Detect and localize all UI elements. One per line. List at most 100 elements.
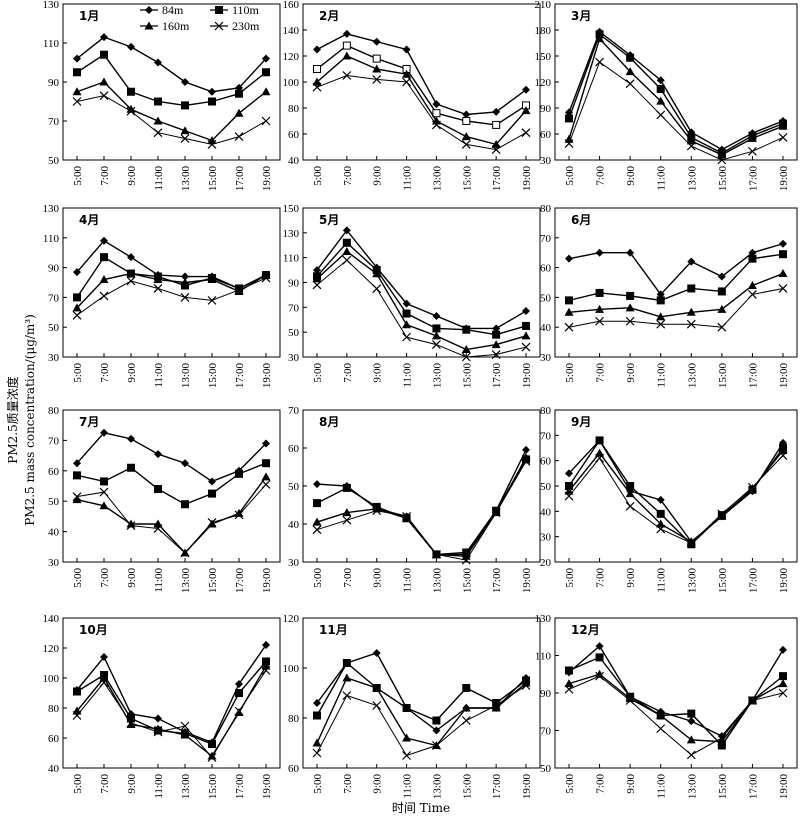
data-point <box>100 236 108 245</box>
y-tick-label: 30 <box>540 155 552 167</box>
data-point <box>564 684 574 694</box>
plot-frame <box>554 3 798 161</box>
x-tick-label: 7:00 <box>595 363 607 383</box>
series-230m <box>312 71 531 155</box>
x-tick-label: 17:00 <box>234 774 246 800</box>
data-point <box>99 275 109 284</box>
data-point <box>313 699 321 707</box>
x-tick-label: 5:00 <box>312 568 324 588</box>
data-point <box>686 735 696 744</box>
x-tick-label: 9:00 <box>126 568 138 588</box>
data-point <box>432 120 441 130</box>
panel-9: 20 30 40 50 60 70 80 5:00 7:00 9:00 11:00 13:00 15:0… <box>540 405 798 593</box>
data-point <box>402 77 411 87</box>
data-point <box>180 134 190 143</box>
y-axis-label-en: PM2.5 mass concentration/(μg/m³) <box>23 314 37 526</box>
x-tick-label: 9:00 <box>372 166 384 186</box>
y-tick-label: 130 <box>283 228 300 240</box>
data-point <box>372 701 382 710</box>
data-point <box>687 717 696 726</box>
panel-title: 11月 <box>319 623 348 637</box>
x-tick-label: 7:00 <box>99 166 111 186</box>
y-tick-label: 70 <box>288 405 300 417</box>
x-tick-label: 7:00 <box>99 774 111 794</box>
y-tick-label: 40 <box>48 763 60 775</box>
data-point <box>595 448 605 457</box>
data-point <box>595 57 604 67</box>
panel-title: 7月 <box>79 415 99 429</box>
x-tick-label: 9:00 <box>372 568 384 588</box>
data-point <box>656 96 666 105</box>
panel-title: 5月 <box>319 213 339 227</box>
series-230m <box>564 284 788 332</box>
data-point <box>432 312 441 321</box>
data-point <box>180 730 190 739</box>
x-tick-label: 9:00 <box>126 363 138 383</box>
data-point <box>402 332 411 342</box>
x-tick-label: 11:00 <box>656 363 668 388</box>
series-84m <box>313 29 530 119</box>
data-point <box>717 322 727 332</box>
data-point <box>342 508 352 517</box>
panel-title: 12月 <box>571 623 600 637</box>
series-84m <box>73 236 270 293</box>
x-tick-label: 13:00 <box>686 166 698 192</box>
data-point <box>342 483 351 492</box>
data-point <box>626 248 635 257</box>
data-point <box>208 97 216 106</box>
data-point <box>491 703 501 712</box>
data-point <box>747 280 757 289</box>
x-tick-label: 13:00 <box>431 774 443 800</box>
data-point <box>778 133 788 142</box>
y-tick-label: 90 <box>288 278 300 290</box>
data-point <box>402 704 411 712</box>
data-point <box>462 110 471 119</box>
series-line <box>568 450 784 543</box>
data-point <box>99 678 109 687</box>
x-tick-label: 17:00 <box>491 774 503 800</box>
y-tick-label: 80 <box>540 405 552 417</box>
data-point <box>154 485 162 494</box>
data-point <box>625 696 635 705</box>
data-point <box>153 284 163 293</box>
data-point <box>208 740 216 748</box>
x-tick-label: 11:00 <box>153 363 165 388</box>
data-point <box>261 480 271 489</box>
x-tick-label: 17:00 <box>234 363 246 389</box>
y-tick-label: 210 <box>535 0 552 11</box>
y-tick-label: 70 <box>540 233 552 245</box>
data-point <box>235 89 243 98</box>
y-tick-label: 110 <box>283 253 300 265</box>
data-point <box>73 68 81 77</box>
data-point <box>717 155 727 165</box>
data-point <box>126 104 136 113</box>
data-point <box>72 495 82 504</box>
y-tick-label: 120 <box>43 643 60 655</box>
data-point <box>261 273 271 283</box>
y-tick-label: 50 <box>48 322 60 334</box>
y-tick-label: 60 <box>48 466 60 478</box>
x-tick-label: 17:00 <box>491 166 503 192</box>
y-tick-label: 40 <box>288 519 300 531</box>
data-point <box>100 253 108 262</box>
x-tick-label: 17:00 <box>747 166 759 192</box>
series-230m <box>564 671 788 760</box>
data-point <box>625 303 635 312</box>
data-point <box>461 139 471 149</box>
data-point <box>461 555 471 565</box>
data-point <box>312 517 322 526</box>
x-tick-label: 7:00 <box>595 568 607 588</box>
series-110m <box>313 659 530 725</box>
data-point <box>778 121 788 130</box>
data-point <box>461 352 471 362</box>
data-point <box>100 33 108 42</box>
x-tick-label: 5:00 <box>564 363 576 383</box>
legend-label: 110m <box>232 3 260 17</box>
data-point <box>595 288 604 297</box>
data-point <box>778 451 788 461</box>
data-point <box>686 141 696 151</box>
data-point <box>521 128 531 138</box>
panel-1: 50 70 90 110 130 5:00 7:00 9:00 11:00 13:00 15:00 1… <box>43 0 281 191</box>
y-tick-label: 180 <box>535 25 552 37</box>
data-point <box>72 97 82 106</box>
